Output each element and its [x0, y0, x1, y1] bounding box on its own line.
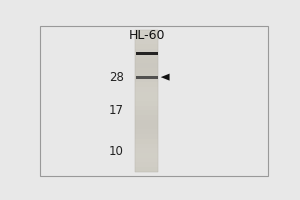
- Polygon shape: [161, 74, 170, 81]
- Bar: [135, 167, 158, 172]
- Bar: [136, 52, 158, 55]
- Bar: [135, 73, 158, 77]
- Bar: [135, 110, 158, 115]
- Bar: [135, 44, 158, 49]
- Bar: [135, 129, 158, 134]
- Bar: [135, 35, 158, 40]
- Bar: [135, 92, 158, 96]
- Bar: [135, 96, 158, 101]
- Bar: [135, 153, 158, 158]
- Bar: [135, 40, 158, 44]
- Text: 10: 10: [109, 145, 124, 158]
- Bar: [135, 125, 158, 129]
- Bar: [135, 82, 158, 87]
- Bar: [135, 158, 158, 162]
- Bar: [135, 134, 158, 139]
- Bar: [135, 54, 158, 58]
- Text: HL-60: HL-60: [128, 29, 165, 42]
- Bar: [135, 63, 158, 68]
- Bar: [136, 76, 158, 79]
- Bar: [135, 77, 158, 82]
- Bar: [135, 101, 158, 106]
- Bar: [135, 30, 158, 172]
- Bar: [135, 49, 158, 54]
- Bar: [135, 68, 158, 73]
- Bar: [135, 87, 158, 92]
- Bar: [135, 106, 158, 110]
- Text: 17: 17: [109, 104, 124, 117]
- Bar: [135, 139, 158, 144]
- Bar: [135, 148, 158, 153]
- Bar: [135, 144, 158, 148]
- Bar: [135, 30, 158, 35]
- Bar: [135, 58, 158, 63]
- Bar: [135, 162, 158, 167]
- Text: 28: 28: [109, 71, 124, 84]
- Bar: [135, 120, 158, 125]
- Bar: [135, 115, 158, 120]
